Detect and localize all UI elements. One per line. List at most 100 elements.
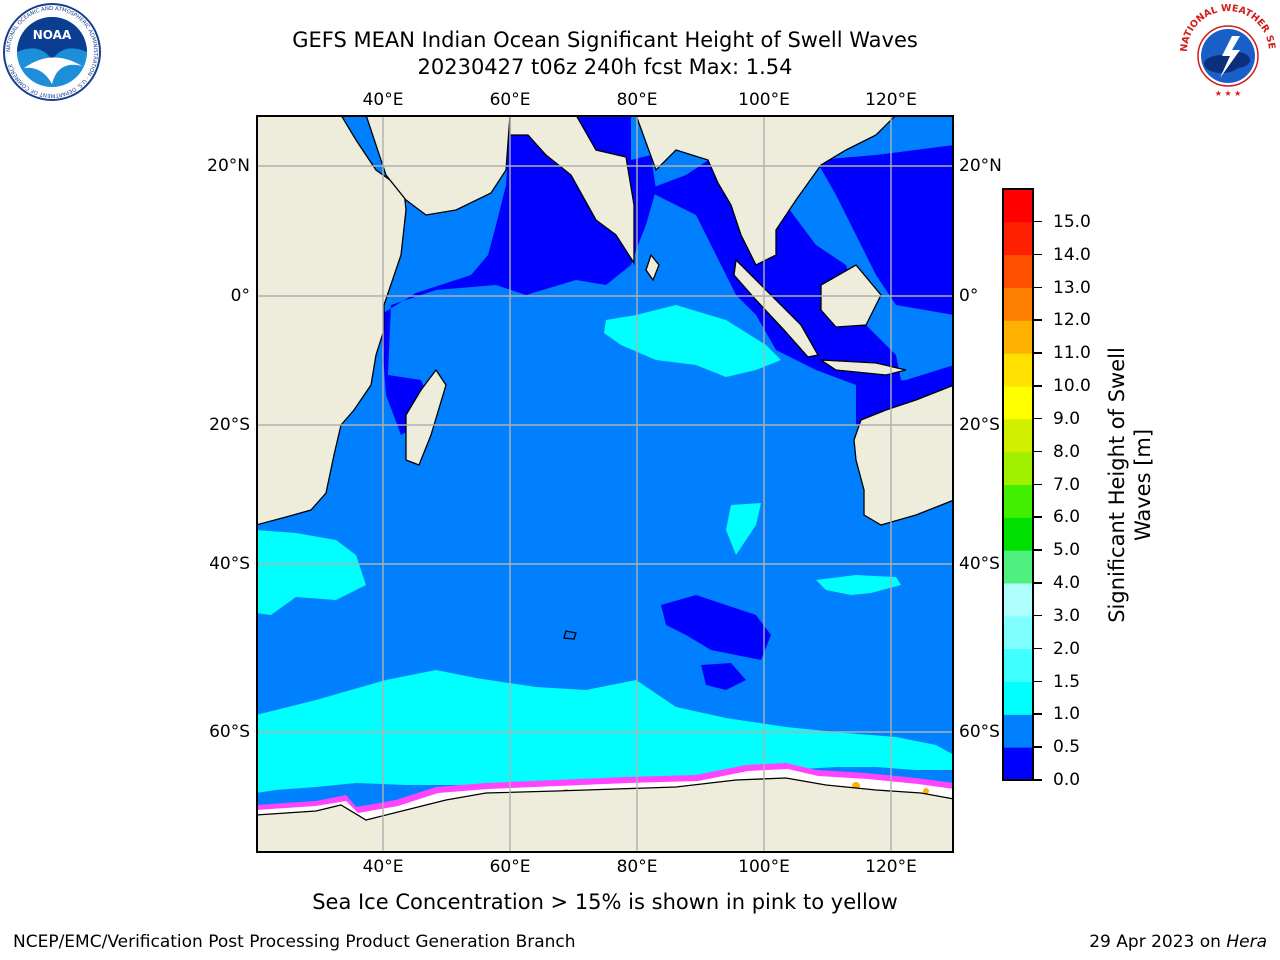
footer-branch: NCEP/EMC/Verification Post Processing Pr… bbox=[13, 932, 576, 952]
colorbar-tick bbox=[1034, 319, 1042, 321]
map-frame bbox=[256, 115, 954, 853]
colorbar-segment bbox=[1003, 254, 1033, 288]
lat-label-right: 0° bbox=[959, 286, 979, 306]
colorbar-segment bbox=[1003, 517, 1033, 551]
graticule bbox=[256, 115, 954, 853]
colorbar-tick-label: 2.0 bbox=[1053, 638, 1081, 659]
colorbar-segment bbox=[1003, 615, 1033, 650]
colorbar-tick bbox=[1034, 614, 1042, 617]
india-landmass bbox=[509, 115, 635, 266]
colorbar-segment bbox=[1003, 320, 1033, 354]
colorbar-segment bbox=[1003, 583, 1033, 617]
colorbar-segment bbox=[1003, 484, 1033, 518]
lat-label-left: 60°S bbox=[209, 722, 250, 742]
colorbar-title: Significant Height of Swell Waves [m] bbox=[1104, 347, 1156, 623]
lon-label-top: 120°E bbox=[865, 90, 917, 110]
australia-landmass bbox=[853, 384, 954, 526]
colorbar-tick bbox=[1034, 253, 1042, 256]
colorbar-tick-label: 3.0 bbox=[1053, 605, 1081, 626]
sumatra-island bbox=[733, 258, 820, 358]
lat-label-left: 20°N bbox=[207, 156, 250, 176]
colorbar-segment bbox=[1003, 714, 1033, 748]
footer-date-text: 29 Apr 2023 on bbox=[1089, 932, 1227, 952]
colorbar-tick-label: 15.0 bbox=[1053, 211, 1091, 232]
colorbar-segment bbox=[1003, 648, 1033, 682]
colorbar-segment bbox=[1003, 386, 1033, 420]
kerguelen-island bbox=[563, 630, 577, 640]
colorbar-tick-label: 14.0 bbox=[1053, 244, 1091, 265]
svg-text:★ ★ ★: ★ ★ ★ bbox=[1215, 89, 1242, 98]
colorbar-segment bbox=[1003, 353, 1033, 387]
colorbar-tick bbox=[1034, 647, 1042, 650]
colorbar-tick bbox=[1034, 417, 1042, 420]
colorbar-tick bbox=[1034, 483, 1042, 485]
arabia-landmass bbox=[365, 115, 511, 216]
colorbar-segment bbox=[1003, 681, 1033, 715]
colorbar-tick-label: 11.0 bbox=[1053, 343, 1091, 364]
colorbar-tick-label: 12.0 bbox=[1053, 310, 1091, 331]
lon-label-bottom: 120°E bbox=[865, 857, 917, 877]
colorbar-tick-label: 6.0 bbox=[1053, 507, 1081, 528]
colorbar-tick-label: 4.0 bbox=[1053, 573, 1081, 593]
colorbar-tick bbox=[1034, 352, 1042, 354]
sri-lanka-island bbox=[645, 253, 660, 282]
colorbar-tick-label: 0.5 bbox=[1053, 737, 1081, 758]
lon-label-bottom: 100°E bbox=[738, 857, 790, 877]
colorbar-tick-label: 1.0 bbox=[1053, 704, 1081, 725]
colorbar-tick bbox=[1034, 516, 1042, 518]
colorbar-tick-label: 0.0 bbox=[1053, 770, 1081, 790]
chart-title: GEFS MEAN Indian Ocean Significant Heigh… bbox=[292, 28, 918, 52]
colorbar-segment bbox=[1003, 221, 1033, 256]
colorbar bbox=[1002, 188, 1034, 781]
colorbar-tick bbox=[1034, 286, 1042, 288]
colorbar-segment bbox=[1003, 287, 1033, 321]
lon-label-top: 60°E bbox=[489, 90, 531, 110]
lon-label-bottom: 80°E bbox=[616, 857, 658, 877]
noaa-logo: NATIONAL OCEANIC AND ATMOSPHERIC ADMINIS… bbox=[3, 3, 101, 101]
colorbar-tick bbox=[1034, 746, 1042, 748]
lat-label-left: 40°S bbox=[209, 554, 250, 574]
colorbar-tick-label: 13.0 bbox=[1053, 277, 1091, 298]
colorbar-tick-label: 10.0 bbox=[1053, 376, 1091, 396]
nws-logo: NATIONAL WEATHER SERVICE ★ ★ ★ bbox=[1178, 2, 1277, 100]
lat-label-right: 20°S bbox=[959, 415, 1000, 435]
colorbar-tick bbox=[1034, 680, 1042, 682]
colorbar-tick bbox=[1034, 450, 1042, 453]
southeast-asia-landmass bbox=[635, 115, 897, 266]
antarctica-coast bbox=[256, 777, 954, 853]
footer-date: 29 Apr 2023 on Hera bbox=[1089, 932, 1267, 952]
colorbar-tick-label: 9.0 bbox=[1053, 408, 1081, 429]
colorbar-tick bbox=[1034, 713, 1042, 715]
colorbar-segment bbox=[1003, 451, 1033, 485]
colorbar-tick-label: 1.5 bbox=[1053, 671, 1081, 692]
lat-label-left: 20°S bbox=[209, 415, 250, 435]
colorbar-segment bbox=[1003, 189, 1033, 223]
africa-landmass bbox=[256, 115, 407, 526]
lon-label-top: 80°E bbox=[616, 90, 658, 110]
lat-label-right: 60°S bbox=[959, 722, 1000, 742]
colorbar-tick bbox=[1034, 385, 1042, 387]
colorbar-tick bbox=[1034, 549, 1042, 551]
colorbar-segment bbox=[1003, 418, 1033, 453]
sea-ice-note: Sea Ice Concentration > 15% is shown in … bbox=[312, 890, 898, 914]
java-island bbox=[818, 359, 907, 376]
chart-subtitle: 20230427 t06z 240h fcst Max: 1.54 bbox=[417, 55, 793, 79]
noaa-logo-text: NOAA bbox=[33, 28, 72, 42]
land-masses bbox=[256, 115, 954, 853]
colorbar-segment bbox=[1003, 550, 1033, 584]
footer-host: Hera bbox=[1226, 932, 1267, 952]
colorbar-tick bbox=[1034, 220, 1042, 223]
lat-label-left: 0° bbox=[230, 286, 250, 306]
colorbar-tick bbox=[1034, 582, 1042, 584]
colorbar-title-line1: Significant Height of Swell bbox=[1105, 347, 1129, 623]
lat-label-right: 20°N bbox=[959, 156, 1002, 176]
colorbar-frame bbox=[1002, 188, 1034, 781]
colorbar-title-line2: Waves [m] bbox=[1131, 428, 1155, 542]
colorbar-tick bbox=[1034, 779, 1042, 781]
lat-label-right: 40°S bbox=[959, 554, 1000, 574]
lon-label-bottom: 60°E bbox=[489, 857, 531, 877]
lon-label-bottom: 40°E bbox=[362, 857, 404, 877]
colorbar-tick-label: 8.0 bbox=[1053, 441, 1081, 462]
colorbar-tick-label: 7.0 bbox=[1053, 474, 1081, 495]
lon-label-top: 100°E bbox=[738, 90, 790, 110]
